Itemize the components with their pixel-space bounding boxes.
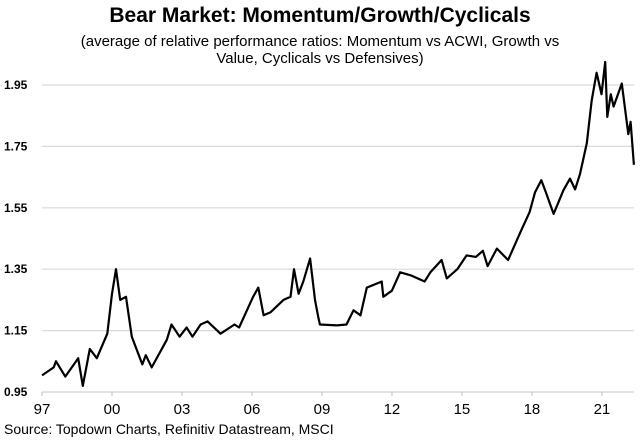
chart-subtitle-line-2: Value, Cyclicals vs Defensives) bbox=[216, 50, 424, 67]
x-tick-label: 97 bbox=[34, 401, 51, 418]
y-tick-label: 1.35 bbox=[4, 262, 28, 276]
x-tick-label: 12 bbox=[384, 401, 401, 418]
y-tick-label: 1.15 bbox=[4, 324, 28, 338]
x-tick-label: 09 bbox=[314, 401, 331, 418]
x-tick-label: 15 bbox=[454, 401, 471, 418]
x-tick-label: 00 bbox=[104, 401, 121, 418]
source-note: Source: Topdown Charts, Refinitiv Datast… bbox=[4, 421, 334, 437]
y-tick-label: 1.95 bbox=[4, 78, 28, 92]
data-series-line bbox=[41, 60, 635, 387]
x-tick-label: 03 bbox=[174, 401, 191, 418]
y-tick-label: 1.55 bbox=[4, 201, 28, 215]
x-tick-label: 18 bbox=[524, 401, 541, 418]
x-tick-label: 21 bbox=[594, 401, 611, 418]
chart-subtitle-line-1: (average of relative performance ratios:… bbox=[80, 33, 560, 50]
y-tick-label: 0.95 bbox=[4, 385, 28, 399]
x-tick-label: 06 bbox=[244, 401, 261, 418]
y-tick-label: 1.75 bbox=[4, 139, 28, 153]
chart-title: Bear Market: Momentum/Growth/Cyclicals bbox=[109, 4, 531, 27]
